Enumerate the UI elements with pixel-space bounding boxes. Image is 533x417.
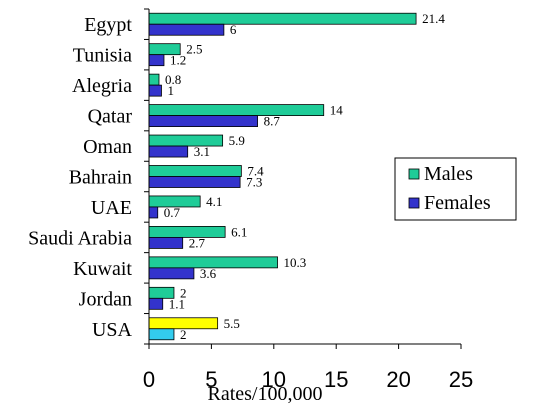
value-label-females-alegria: 1 (167, 83, 174, 98)
value-label-males-alegria: 0.8 (165, 72, 181, 87)
bar-males-oman (148, 134, 224, 147)
value-label-females-saudi-arabia: 2.7 (189, 235, 206, 250)
category-label-qatar: Qatar (88, 106, 133, 128)
value-label-males-usa: 5.5 (224, 316, 240, 331)
bar-females-uae (148, 206, 159, 219)
category-label-kuwait: Kuwait (73, 258, 132, 280)
value-label-males-qatar: 14 (330, 103, 344, 118)
legend-label-males: Males (424, 163, 473, 185)
bar-males-alegria (148, 73, 160, 86)
category-label-tunisia: Tunisia (73, 45, 132, 67)
category-label-egypt: Egypt (84, 14, 132, 36)
value-label-females-egypt: 6 (230, 22, 237, 37)
value-label-males-oman: 5.9 (229, 133, 245, 148)
labels-layer: Egypt 21.4 6 Tunisia 2.51.2 Alegria 0.81 Qatar 1… (28, 11, 445, 342)
category-label-uae: UAE (91, 197, 132, 219)
x-tick-label-15: 15 (324, 367, 348, 392)
value-label-males-tunisia: 2.5 (186, 42, 202, 57)
bar-females-jordan (148, 297, 164, 310)
bar-females-tunisia (148, 54, 165, 67)
value-label-females-bahrain: 7.3 (246, 175, 262, 190)
legend: Males Females (394, 157, 517, 221)
x-tick-label-0: 0 (143, 367, 155, 392)
bar-females-usa (148, 328, 175, 341)
bars-layer (148, 12, 417, 341)
value-label-females-tunisia: 1.2 (170, 53, 186, 68)
category-label-oman: Oman (83, 136, 132, 158)
value-label-females-kuwait: 3.6 (200, 266, 217, 281)
category-label-bahrain: Bahrain (69, 167, 132, 189)
bar-females-kuwait (148, 267, 195, 280)
bar-males-egypt (148, 12, 417, 25)
value-label-females-jordan: 1.1 (169, 296, 185, 311)
value-label-males-jordan: 2 (180, 285, 187, 300)
value-label-females-qatar: 8.7 (264, 114, 281, 129)
category-label-alegria: Alegria (72, 75, 132, 97)
category-label-saudi-arabia: Saudi Arabia (28, 227, 132, 249)
x-tick-label-20: 20 (386, 367, 410, 392)
bar-males-bahrain (148, 165, 242, 177)
value-label-males-egypt: 21.4 (422, 11, 445, 26)
x-axis-title: Rates/100,000 (208, 383, 323, 405)
legend-box (394, 157, 517, 221)
x-tick-label-25: 25 (449, 367, 473, 392)
legend-swatch-males (408, 168, 420, 180)
legend-swatch-females (408, 197, 420, 209)
value-label-males-bahrain: 7.4 (247, 164, 264, 179)
category-label-jordan: Jordan (79, 288, 132, 310)
value-label-females-oman: 3.1 (194, 144, 210, 159)
value-label-males-kuwait: 10.3 (284, 255, 307, 270)
category-label-usa: USA (92, 319, 133, 341)
bar-males-saudi-arabia (148, 226, 226, 238)
value-label-males-uae: 4.1 (206, 194, 222, 209)
x-tick-label-10: 10 (262, 367, 286, 392)
bar-females-saudi-arabia (148, 237, 184, 249)
bar-females-qatar (148, 115, 258, 127)
bar-females-oman (148, 145, 189, 158)
bar-females-alegria (148, 84, 162, 97)
axis-layer: 0 5 10 15 20 25 (143, 8, 473, 392)
x-tick-label-5: 5 (205, 367, 217, 392)
value-label-males-saudi-arabia: 6.1 (231, 224, 247, 239)
value-label-females-usa: 2 (180, 327, 187, 342)
legend-label-females: Females (424, 192, 491, 214)
bar-males-qatar (148, 104, 325, 116)
bar-females-bahrain (148, 176, 241, 188)
value-label-females-uae: 0.7 (164, 205, 181, 220)
bar-females-egypt (148, 23, 225, 36)
